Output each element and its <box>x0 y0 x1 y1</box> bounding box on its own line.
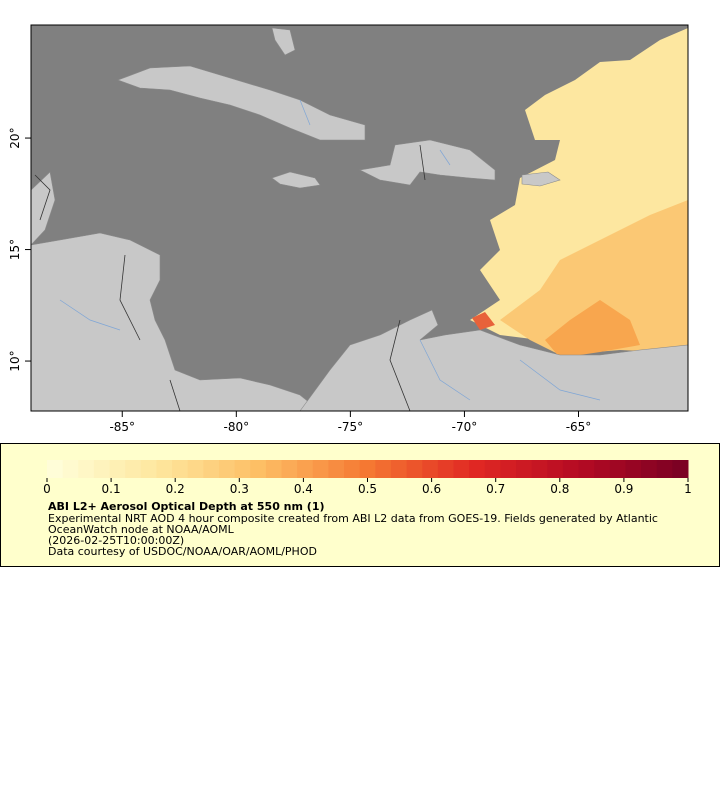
cuba <box>117 65 366 141</box>
puerto-rico <box>521 171 561 187</box>
aerosol-high <box>472 312 495 330</box>
colorbar-cell <box>78 460 95 478</box>
x-tick-label: -65° <box>566 420 592 434</box>
colorbar-cell <box>250 460 267 478</box>
colorbar-cell <box>93 460 111 478</box>
colorbar-tick-label: 0.5 <box>358 482 377 496</box>
x-tick-label: -80° <box>224 420 250 434</box>
colorbar-tick-label: 0.4 <box>294 482 313 496</box>
y-tick-label: 10° <box>8 350 22 371</box>
colorbar-cell <box>140 460 157 478</box>
colorbar-cell <box>47 460 64 478</box>
colorbar-tick-label: 0.3 <box>230 482 249 496</box>
colorbar-cell <box>297 460 314 478</box>
colorbar-cell <box>125 460 142 478</box>
legend-line: (2026-02-25T10:00:00Z) <box>48 534 184 547</box>
colorbar-cell <box>172 460 189 478</box>
colorbar-cell <box>656 460 673 478</box>
colorbar-cell <box>516 460 533 478</box>
colorbar-cell <box>187 460 204 478</box>
aerosol-high <box>545 300 640 358</box>
colorbar-cell <box>265 460 283 478</box>
x-tick-label: -85° <box>109 420 135 434</box>
colorbar-cell <box>437 460 454 478</box>
florida <box>271 27 296 56</box>
colorbar-cell <box>109 460 126 478</box>
aerosol-field <box>470 28 688 395</box>
colorbar-cell <box>469 460 486 478</box>
colorbar-cell <box>531 460 548 478</box>
colorbar-tick-label: 0.2 <box>166 482 185 496</box>
colorbar: 0 0.1 0.2 0.3 0.4 0.5 0.6 0.7 0.8 0.9 1 <box>43 460 692 496</box>
colorbar-cell <box>609 460 626 478</box>
legend-line: Experimental NRT AOD 4 hour composite cr… <box>48 512 658 525</box>
colorbar-cell <box>156 460 173 478</box>
south-america <box>299 309 689 412</box>
colorbar-cell <box>547 460 564 478</box>
colorbar-cell <box>500 460 517 478</box>
colorbar-cell <box>359 460 376 478</box>
colorbar-cell <box>672 460 689 478</box>
colorbar-cell <box>594 460 611 478</box>
colorbar-tick-label: 0.6 <box>422 482 441 496</box>
hispaniola <box>359 139 496 186</box>
colorbar-cell <box>62 460 79 478</box>
colorbar-cell <box>344 460 361 478</box>
colorbar-cell <box>312 460 329 478</box>
x-tick-label: -75° <box>338 420 364 434</box>
central-america <box>30 232 321 412</box>
colorbar-tick-label: 0.1 <box>102 482 121 496</box>
colorbar-cell <box>578 460 595 478</box>
land <box>30 27 689 412</box>
y-tick-label: 20° <box>8 127 22 148</box>
map-frame <box>30 24 689 412</box>
colorbar-cell <box>328 460 345 478</box>
aerosol-mid <box>500 200 688 360</box>
rivers <box>59 99 601 401</box>
colorbar-cell <box>453 460 470 478</box>
colorbar-cell <box>641 460 658 478</box>
legend-line: Data courtesy of USDOC/NOAA/OAR/AOML/PHO… <box>48 545 317 558</box>
colorbar-cell <box>562 460 580 478</box>
colorbar-tick-label: 0.8 <box>550 482 569 496</box>
colorbar-tick-label: 1 <box>684 482 692 496</box>
legend-title: ABI L2+ Aerosol Optical Depth at 550 nm … <box>48 500 325 513</box>
colorbar-cell <box>234 460 251 478</box>
colorbar-cell <box>390 460 408 478</box>
colorbar-cell <box>203 460 220 478</box>
colorbar-cell <box>281 460 298 478</box>
colorbar-cell <box>375 460 392 478</box>
colorbar-tick-label: 0 <box>43 482 51 496</box>
legend-line: OceanWatch node at NOAA/AOML <box>48 523 235 536</box>
colorbar-cell <box>406 460 423 478</box>
colorbar-tick-label: 0.7 <box>486 482 505 496</box>
jamaica <box>271 171 321 189</box>
colorbar-tick-label: 0.9 <box>614 482 633 496</box>
colorbar-cell <box>218 460 236 478</box>
borders <box>34 144 426 412</box>
map <box>30 24 689 412</box>
x-tick-label: -70° <box>452 420 478 434</box>
colorbar-cell <box>422 460 439 478</box>
colorbar-cell <box>625 460 642 478</box>
y-tick-label: 15° <box>8 239 22 260</box>
colorbar-cell <box>484 460 501 478</box>
